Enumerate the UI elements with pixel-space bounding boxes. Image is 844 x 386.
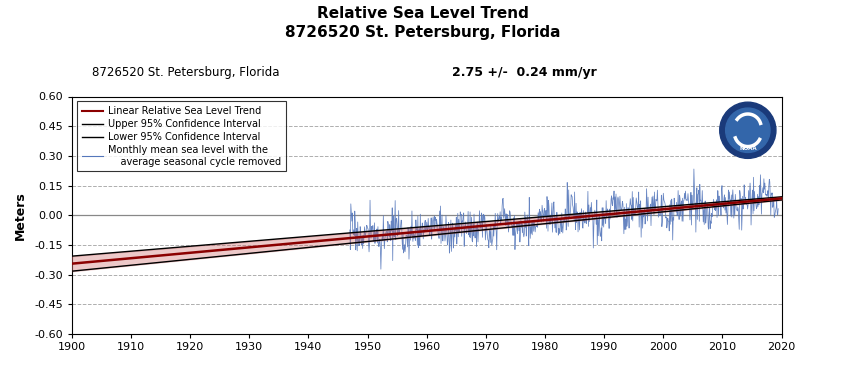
Legend: Linear Relative Sea Level Trend, Upper 95% Confidence Interval, Lower 95% Confid: Linear Relative Sea Level Trend, Upper 9…	[77, 102, 285, 171]
Y-axis label: Meters: Meters	[14, 191, 27, 240]
Text: 2.75 +/-  0.24 mm/yr: 2.75 +/- 0.24 mm/yr	[451, 66, 596, 79]
Circle shape	[719, 102, 775, 158]
Text: NOAA: NOAA	[738, 146, 755, 151]
Text: Relative Sea Level Trend: Relative Sea Level Trend	[316, 6, 528, 21]
Text: 8726520 St. Petersburg, Florida: 8726520 St. Petersburg, Florida	[284, 25, 560, 40]
Circle shape	[725, 108, 769, 152]
Text: 8726520 St. Petersburg, Florida: 8726520 St. Petersburg, Florida	[92, 66, 279, 79]
